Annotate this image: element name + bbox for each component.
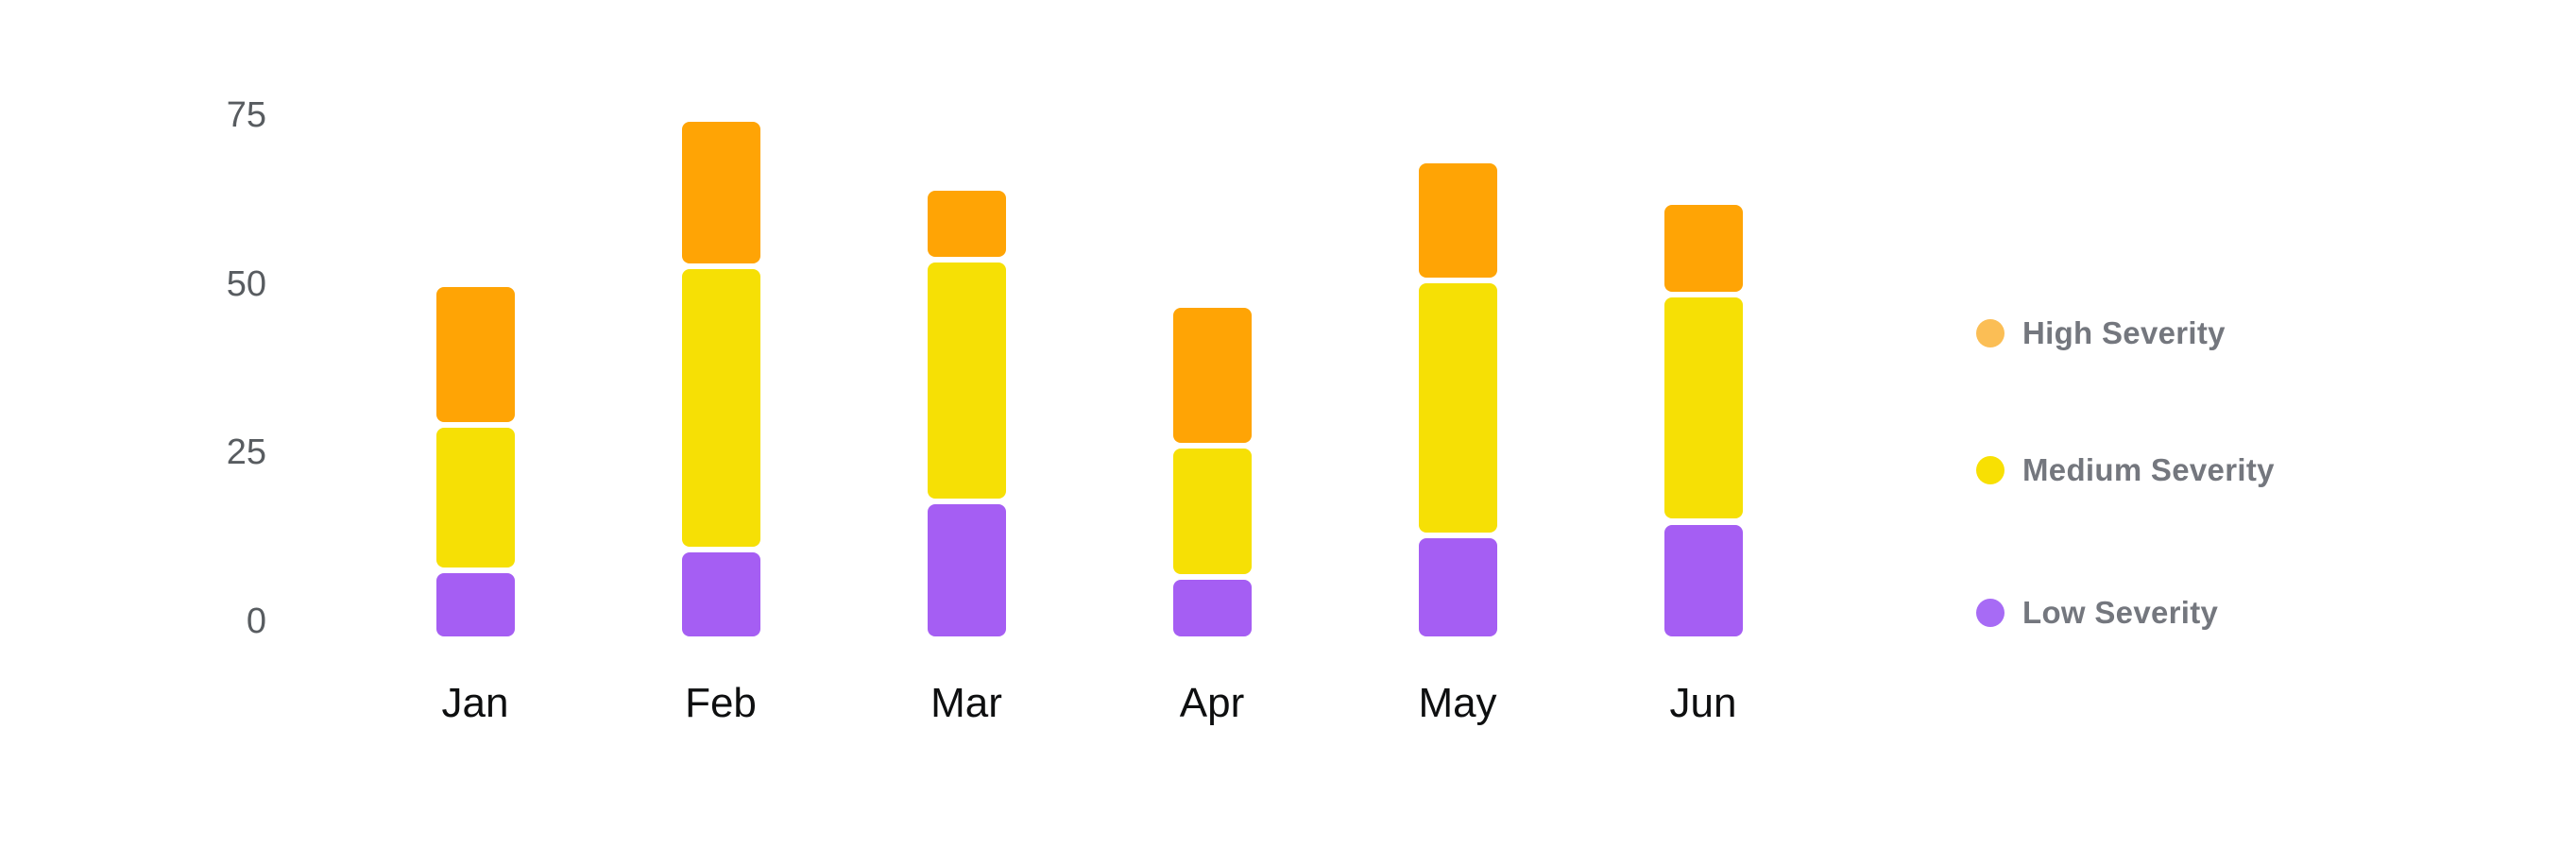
bar-may-high-severity-segment[interactable] [1418, 162, 1497, 278]
y-tick-label-75: 75 [226, 94, 266, 135]
medium-severity-dot-icon [1976, 456, 2005, 484]
x-label-jan: Jan [441, 680, 509, 726]
bar-apr-high-severity-segment[interactable] [1172, 308, 1252, 444]
legend-item-high-severity[interactable]: High Severity [1976, 315, 2226, 350]
low-severity-dot-icon [1976, 599, 2005, 627]
bar-jan-medium-severity-segment[interactable] [435, 428, 515, 568]
x-label-feb: Feb [685, 680, 757, 726]
bar-apr-low-severity-segment[interactable] [1172, 579, 1252, 636]
legend-label-high-severity: High Severity [2022, 315, 2226, 350]
bar-jun-high-severity-segment[interactable] [1663, 204, 1743, 292]
bar-mar-high-severity-segment[interactable] [927, 191, 1006, 258]
x-label-may: May [1418, 680, 1497, 726]
bar-mar-low-severity-segment[interactable] [927, 503, 1006, 636]
bar-may-low-severity-segment[interactable] [1418, 538, 1497, 636]
bar-may-medium-severity-segment[interactable] [1418, 283, 1497, 534]
x-label-jun: Jun [1669, 680, 1737, 726]
bar-jun-low-severity-segment[interactable] [1663, 524, 1743, 636]
legend-label-medium-severity: Medium Severity [2022, 452, 2275, 487]
x-label-apr: Apr [1179, 680, 1245, 726]
legend-item-medium-severity[interactable]: Medium Severity [1976, 452, 2275, 487]
y-tick-label-50: 50 [226, 263, 266, 304]
bar-feb-low-severity-segment[interactable] [681, 551, 760, 636]
bar-jun-medium-severity-segment[interactable] [1663, 296, 1743, 519]
legend-item-low-severity[interactable]: Low Severity [1976, 595, 2219, 630]
x-label-mar: Mar [930, 680, 1002, 726]
bar-apr-medium-severity-segment[interactable] [1172, 449, 1252, 574]
bar-jan-high-severity-segment[interactable] [435, 287, 515, 423]
bar-jan-low-severity-segment[interactable] [435, 572, 515, 636]
bar-feb-medium-severity-segment[interactable] [681, 269, 760, 547]
legend-label-low-severity: Low Severity [2022, 595, 2219, 630]
bar-feb-high-severity-segment[interactable] [681, 122, 760, 264]
bar-mar-medium-severity-segment[interactable] [927, 263, 1006, 499]
y-tick-label-25: 25 [226, 432, 266, 473]
high-severity-dot-icon [1976, 319, 2005, 347]
y-tick-label-0: 0 [246, 601, 266, 641]
